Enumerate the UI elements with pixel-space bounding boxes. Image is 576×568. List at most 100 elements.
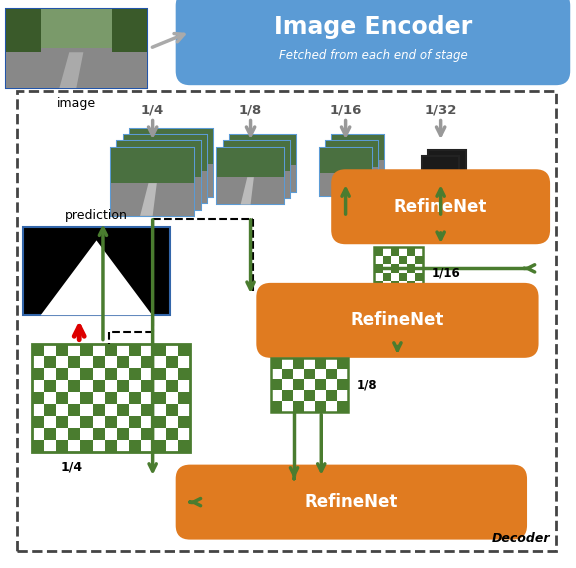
FancyBboxPatch shape [176,465,527,540]
Bar [338,379,348,390]
Bar [166,428,178,440]
Bar [141,356,154,367]
Bar [81,344,93,356]
Bar [44,379,56,391]
Bar [218,148,283,204]
Bar [407,264,415,273]
Polygon shape [146,177,163,210]
Bar [422,156,460,193]
Text: 1/16: 1/16 [329,103,362,116]
Bar [130,164,213,197]
Bar [166,356,178,367]
Bar [178,391,190,404]
Text: image: image [57,97,96,110]
Bar [141,379,154,391]
Bar [32,440,44,452]
Bar [111,148,194,183]
Bar [105,367,117,379]
Bar [293,358,304,369]
Bar [130,129,213,164]
Bar [230,165,297,192]
Polygon shape [344,166,354,190]
Bar [6,9,41,52]
Text: Fetched from each end of stage: Fetched from each end of stage [279,49,467,62]
Bar [304,390,315,401]
Bar [141,404,154,416]
Bar [112,9,147,52]
Bar [32,344,190,452]
Bar [111,148,194,216]
Text: 1/4: 1/4 [141,103,164,116]
Bar [44,428,56,440]
Bar [293,379,304,390]
Bar [6,9,147,88]
Text: Decoder: Decoder [491,532,550,545]
Bar [178,416,190,428]
Bar [32,416,44,428]
Bar [44,356,56,367]
Text: 1/32: 1/32 [425,103,457,116]
Bar [105,440,117,452]
Bar [407,247,415,256]
Bar [154,416,166,428]
Bar [123,135,207,203]
Polygon shape [59,52,84,88]
Polygon shape [350,160,361,183]
Bar [429,150,465,187]
Bar [315,379,326,390]
Bar [32,391,44,404]
Text: prediction: prediction [65,208,128,222]
Bar [178,440,190,452]
Bar [320,148,372,173]
Bar [223,141,290,198]
Bar [32,367,44,379]
Bar [154,440,166,452]
Bar [118,141,201,177]
FancyBboxPatch shape [176,0,570,85]
Text: 1/4: 1/4 [60,460,82,473]
Bar [374,247,423,290]
Bar [326,141,378,190]
Bar [32,344,44,356]
Bar [326,390,338,401]
Bar [332,160,384,183]
Bar [326,166,378,190]
Bar [68,404,81,416]
Bar [271,358,282,369]
Bar [382,273,391,281]
Bar [374,281,382,290]
Bar [56,367,68,379]
Bar [129,391,141,404]
Bar [56,391,68,404]
Bar [129,416,141,428]
Bar [326,141,378,166]
Text: Image Encoder: Image Encoder [274,15,472,39]
Bar [117,428,129,440]
Polygon shape [159,164,176,197]
Text: 1/8: 1/8 [357,378,378,391]
Bar [123,135,207,170]
Bar [68,356,81,367]
Bar [123,170,207,203]
Bar [230,135,297,165]
Bar [105,416,117,428]
Bar [93,356,105,367]
Text: RefineNet: RefineNet [394,198,487,216]
Bar [293,401,304,412]
Bar [178,367,190,379]
Bar [399,256,407,264]
Bar [111,183,194,216]
Bar [271,358,348,412]
Bar [6,48,147,88]
Bar [338,401,348,412]
Polygon shape [253,165,267,192]
Bar [415,273,423,281]
Bar [166,379,178,391]
Bar [154,344,166,356]
Bar [218,177,283,204]
Bar [282,369,293,379]
Bar [374,264,382,273]
Bar [141,428,154,440]
Bar [93,428,105,440]
Bar [315,401,326,412]
